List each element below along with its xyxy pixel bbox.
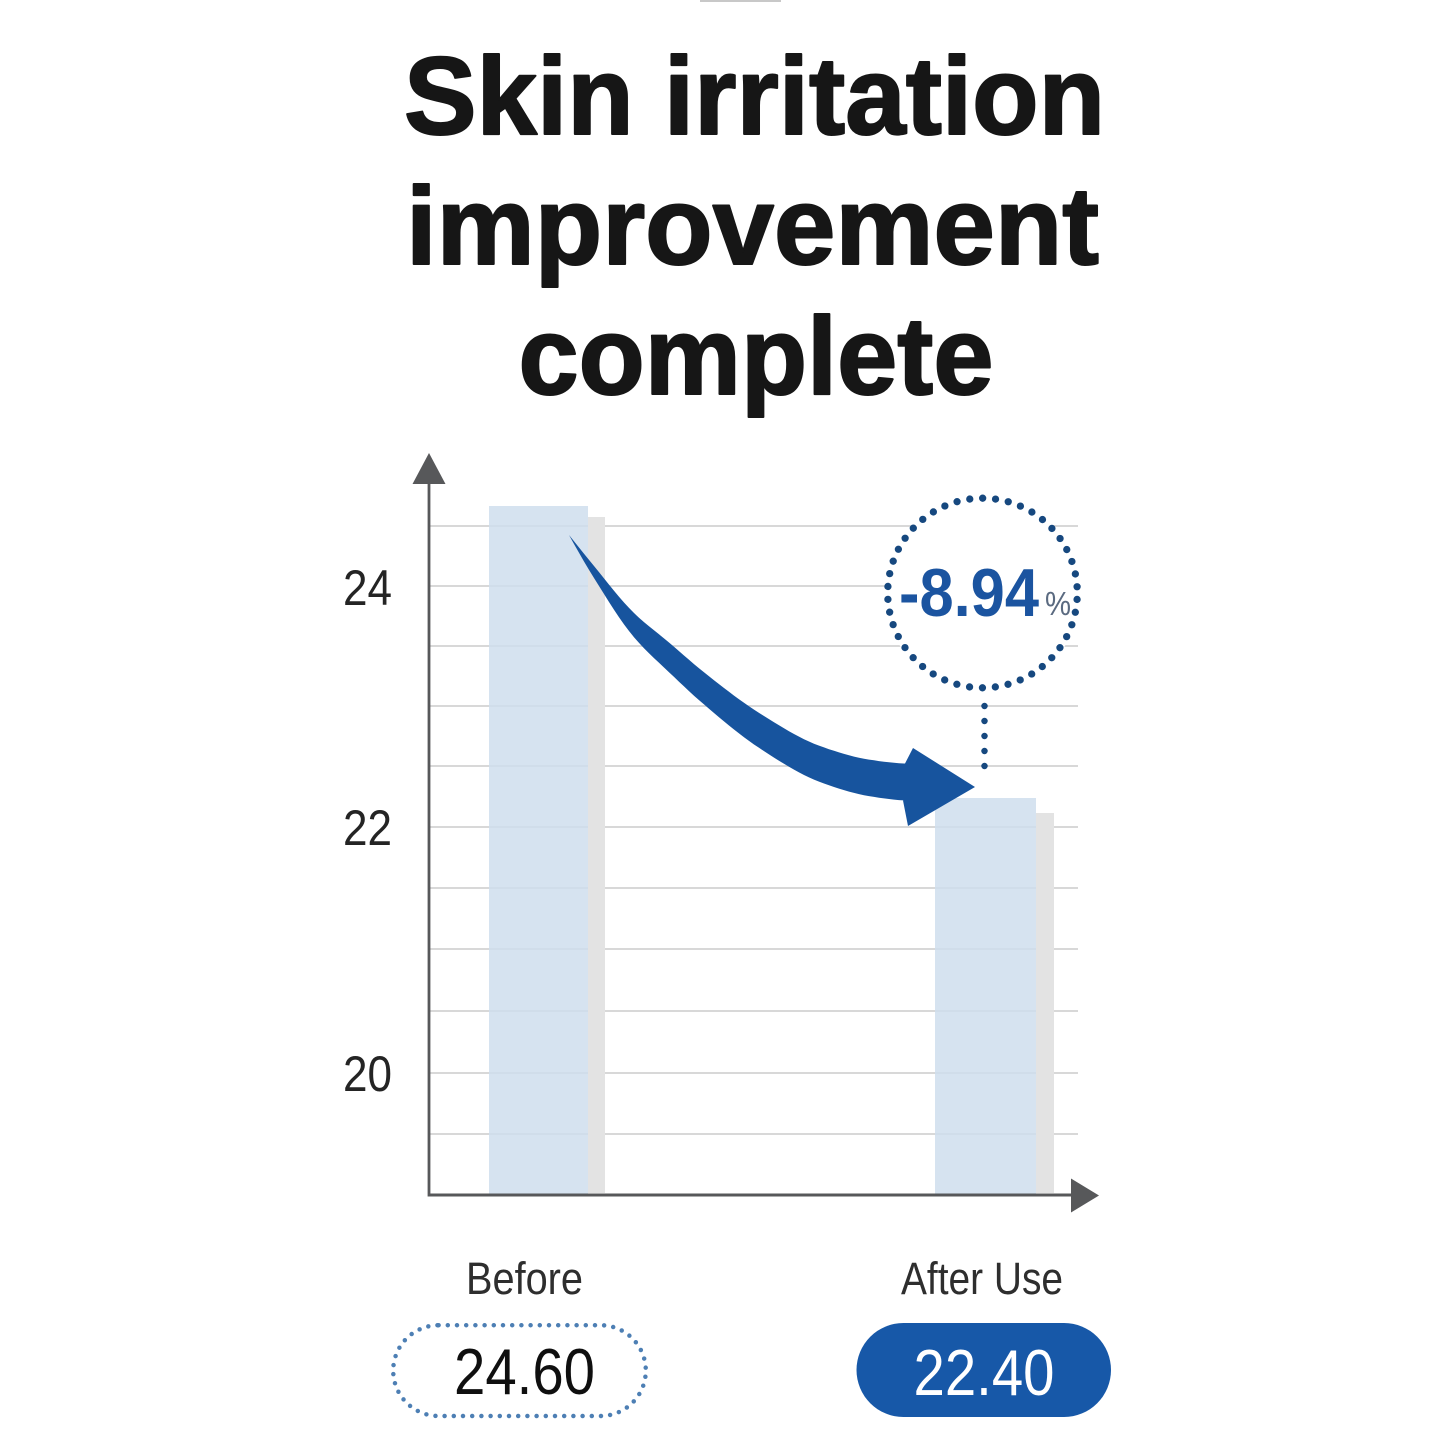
svg-text:24.60: 24.60 [454, 1335, 595, 1408]
svg-text:Before: Before [466, 1253, 583, 1304]
svg-text:-8.94: -8.94 [899, 555, 1039, 631]
svg-text:%: % [1045, 585, 1071, 622]
svg-text:Skin irritation: Skin irritation [404, 35, 1105, 158]
svg-text:24: 24 [343, 560, 392, 616]
svg-text:After Use: After Use [901, 1253, 1063, 1304]
svg-text:complete: complete [519, 295, 994, 418]
svg-text:22.40: 22.40 [914, 1336, 1055, 1409]
svg-text:22: 22 [343, 800, 392, 856]
svg-text:improvement: improvement [406, 165, 1099, 288]
svg-text:20: 20 [343, 1046, 392, 1102]
